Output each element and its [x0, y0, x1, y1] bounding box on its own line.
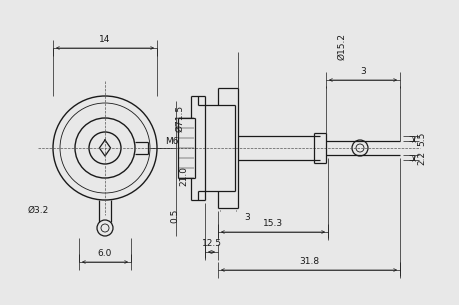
Text: Ø15.2: Ø15.2 — [337, 33, 347, 59]
Text: Ø3.2: Ø3.2 — [28, 206, 49, 214]
Text: 3: 3 — [244, 214, 250, 223]
Text: 5.5: 5.5 — [418, 131, 426, 146]
Text: M6: M6 — [165, 138, 179, 146]
Text: 0.5: 0.5 — [170, 209, 179, 223]
Text: 12.5: 12.5 — [202, 239, 222, 249]
Text: 31.8: 31.8 — [299, 257, 319, 267]
Text: 14: 14 — [99, 35, 111, 45]
Text: 15.3: 15.3 — [263, 220, 283, 228]
Text: 3: 3 — [360, 67, 366, 77]
Text: 6.0: 6.0 — [98, 249, 112, 259]
Text: 2.2: 2.2 — [418, 150, 426, 165]
Text: 21.0: 21.0 — [179, 166, 189, 186]
Text: Ø71.5: Ø71.5 — [175, 104, 185, 131]
